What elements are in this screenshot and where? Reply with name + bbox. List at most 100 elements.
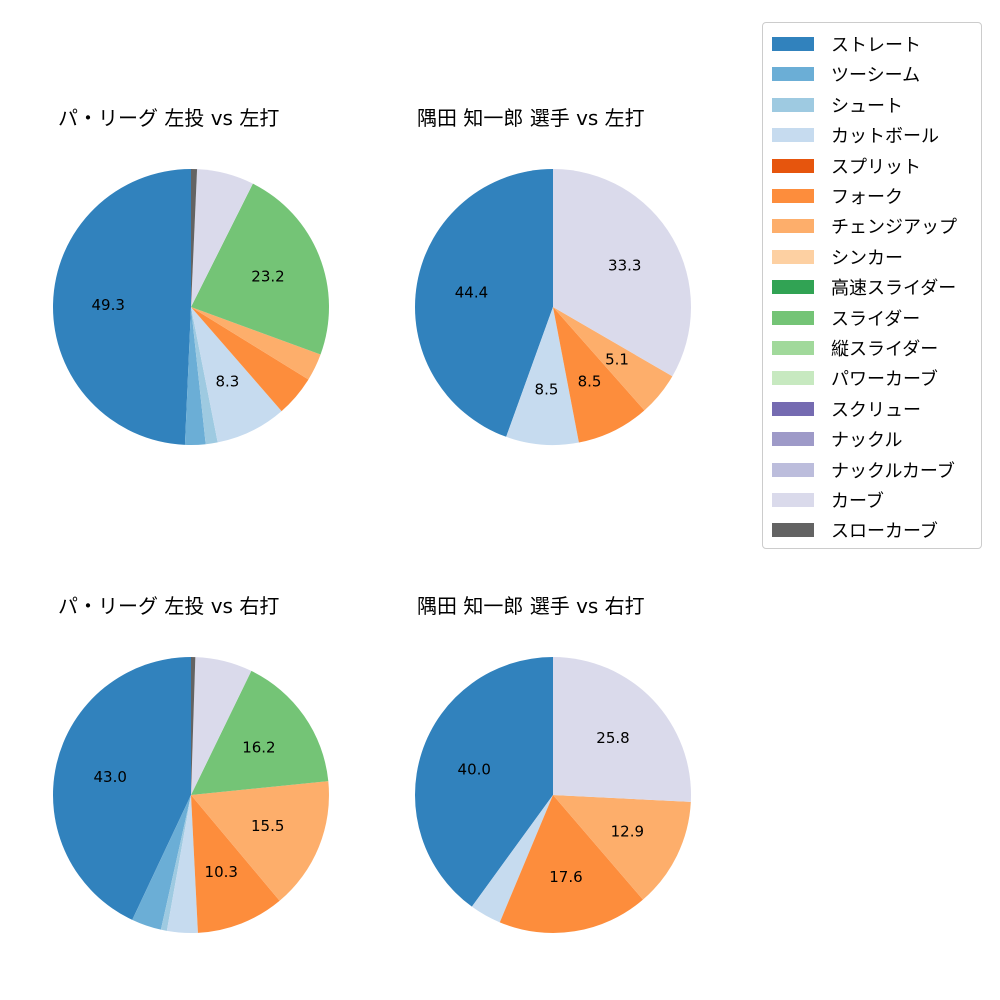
legend-label: 縦スライダー xyxy=(831,339,939,360)
pie-slice xyxy=(471,795,553,923)
slice-value-label: 17.6 xyxy=(549,868,582,886)
pie-slice xyxy=(191,307,218,445)
legend: ストレートツーシームシュートカットボール スプリットフォークチェンジアップ シンカー… xyxy=(762,22,982,549)
legend-item: 縦スライダー xyxy=(772,337,939,360)
slice-value-label: 15.5 xyxy=(251,817,284,835)
pie-slice xyxy=(52,169,192,445)
slice-value-label: 40.0 xyxy=(458,760,491,778)
pie-slice xyxy=(184,307,206,445)
slice-value-label: 49.3 xyxy=(92,296,125,314)
pie-slice xyxy=(191,307,321,380)
pie-slice xyxy=(191,795,280,933)
legend-label: カーブ xyxy=(831,491,884,512)
legend-item: ツーシーム xyxy=(772,63,921,87)
pie-slice xyxy=(191,670,329,795)
slice-value-label: 44.4 xyxy=(455,284,488,302)
legend-swatch xyxy=(772,310,814,325)
pie-slice xyxy=(499,795,643,933)
legend-swatch xyxy=(772,432,814,447)
legend-item: 高速スライダー xyxy=(772,276,957,300)
slice-value-label: 10.3 xyxy=(205,863,238,881)
pie-slice xyxy=(191,781,329,901)
slice-value-label: 8.5 xyxy=(578,372,602,390)
legend-swatch xyxy=(772,523,814,538)
legend-swatch xyxy=(772,37,814,51)
legend-label: カットボール xyxy=(831,126,939,148)
legend-swatch xyxy=(772,371,814,386)
slice-value-label: 8.5 xyxy=(535,381,559,399)
pie-slice xyxy=(506,307,579,446)
legend-item: スクリュー xyxy=(772,398,921,421)
legend-item: フォーク xyxy=(772,185,903,208)
legend-label: スプリット xyxy=(831,156,921,178)
pie-slice xyxy=(191,307,309,412)
pie-slice xyxy=(553,657,691,802)
chart-title-1: パ・リーグ 左投 vs 左打 xyxy=(58,106,280,130)
legend-item: ナックルカーブ xyxy=(772,459,955,482)
chart-title-2: 隅田 知一郎 選手 vs 左打 xyxy=(417,106,645,130)
legend-label: フォーク xyxy=(831,187,903,208)
slice-value-label: 43.0 xyxy=(93,768,126,786)
legend-swatch xyxy=(772,401,814,416)
legend-label: ナックル xyxy=(831,430,903,452)
slice-value-label: 8.3 xyxy=(215,372,239,390)
legend-swatch xyxy=(772,493,814,507)
legend-label: 高速スライダー xyxy=(831,278,957,300)
pie-charts: 49.38.323.244.48.5 8.55.133.343.010.315.5… xyxy=(52,169,691,933)
pie-slice xyxy=(191,169,198,307)
legend-swatch xyxy=(772,128,814,143)
pie-slice xyxy=(191,169,253,307)
slice-value-label: 5.1 xyxy=(605,350,629,368)
pie-slice xyxy=(191,183,329,355)
legend-label: スローカーブ xyxy=(831,521,938,543)
legend-label: ナックルカーブ xyxy=(831,460,955,482)
legend-item: スローカーブ xyxy=(772,519,938,543)
pie-slice xyxy=(166,795,198,933)
legend-item: スプリット xyxy=(772,155,921,178)
legend-item: チェンジアップ xyxy=(772,215,957,239)
pie-slice xyxy=(191,307,282,443)
legend-item: カーブ xyxy=(772,489,884,512)
legend-item: ストレート xyxy=(772,33,921,56)
legend-label: ツーシーム xyxy=(831,65,921,87)
legend-swatch xyxy=(772,341,814,355)
legend-label: チェンジアップ xyxy=(831,217,957,239)
pie-slice xyxy=(191,657,196,795)
slice-value-label: 12.9 xyxy=(611,822,644,840)
legend-swatch xyxy=(772,219,814,234)
legend-label: シンカー xyxy=(831,247,903,269)
pie-slice xyxy=(414,657,553,907)
legend-label: パワーカーブ xyxy=(831,369,938,391)
pie-slice xyxy=(160,795,191,931)
legend-label: スクリュー xyxy=(831,399,921,421)
pie-slice xyxy=(553,307,673,411)
chart-title-3: パ・リーグ 左投 vs 右打 xyxy=(58,594,280,618)
slice-value-label: 25.8 xyxy=(596,729,629,747)
legend-item: ナックル xyxy=(772,428,903,452)
pie-slice xyxy=(553,795,691,900)
legend-item: スライダー xyxy=(772,307,921,330)
legend-swatch xyxy=(772,462,814,477)
legend-swatch xyxy=(772,97,814,112)
slice-value-label: 16.2 xyxy=(242,739,275,757)
legend-swatch xyxy=(772,158,814,173)
legend-swatch xyxy=(772,249,814,264)
legend-item: シュート xyxy=(772,94,903,117)
legend-item: カットボール xyxy=(772,124,939,148)
slice-value-label: 33.3 xyxy=(608,257,641,275)
legend-item: パワーカーブ xyxy=(772,367,938,391)
legend-swatch xyxy=(772,280,814,295)
legend-swatch xyxy=(772,67,814,82)
pie-slice xyxy=(553,307,645,443)
legend-item: シンカー xyxy=(772,246,903,269)
legend-swatch xyxy=(772,189,814,203)
slice-value-label: 23.2 xyxy=(251,268,284,286)
pie-slice xyxy=(415,169,553,437)
legend-label: ストレート xyxy=(831,35,921,56)
pie-slice xyxy=(553,169,691,377)
pie-slice xyxy=(132,795,191,930)
pie-slice xyxy=(191,657,252,795)
pie-slice xyxy=(52,657,192,920)
legend-label: スライダー xyxy=(831,308,921,330)
legend-label: シュート xyxy=(831,95,903,117)
